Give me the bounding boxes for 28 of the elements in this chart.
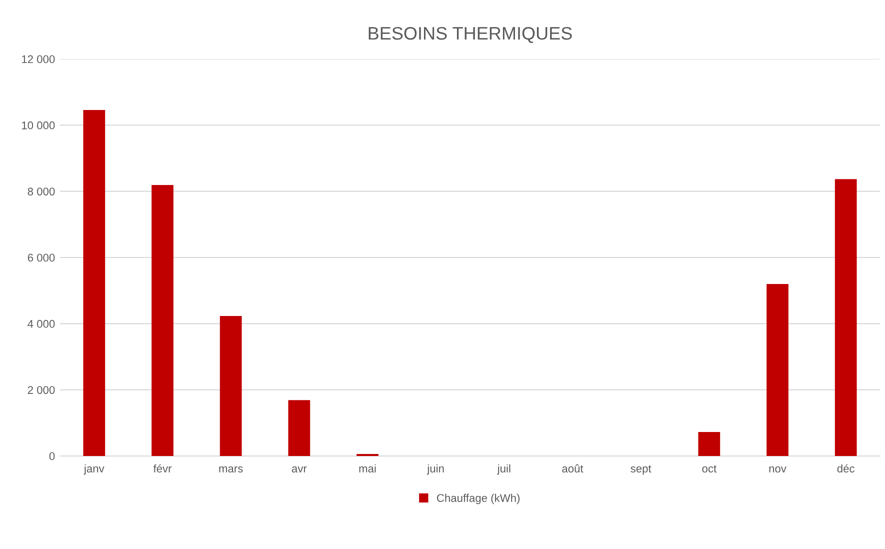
y-tick-label: 12 000 xyxy=(22,55,55,64)
x-tick-label: août xyxy=(562,464,584,472)
y-tick-label: 8 000 xyxy=(28,188,55,196)
bar xyxy=(698,432,720,456)
bar xyxy=(834,179,857,456)
bar xyxy=(288,400,310,456)
bar xyxy=(220,316,242,456)
x-tick-label: juil xyxy=(497,464,510,475)
x-tick-label: févr xyxy=(153,464,172,472)
x-tick-label: oct xyxy=(702,465,716,472)
x-tick-label: juin xyxy=(426,464,444,475)
chart-title: BESOINS THERMIQUES xyxy=(368,26,572,43)
x-tick-label: mars xyxy=(219,466,243,472)
y-tick-label: 2 000 xyxy=(28,386,55,394)
y-tick-label: 0 xyxy=(49,452,55,460)
x-tick-label: janv xyxy=(84,464,104,475)
legend-label: Chauffage (kWh) xyxy=(437,494,520,504)
x-tick-label: nov xyxy=(769,466,786,472)
x-tick-label: déc xyxy=(837,464,854,472)
x-tick-label: avr xyxy=(292,466,307,472)
bar xyxy=(152,185,174,456)
bar xyxy=(766,284,788,456)
x-tick-label: mai xyxy=(359,464,376,472)
y-tick-label: 10 000 xyxy=(22,121,55,130)
bar xyxy=(83,110,106,456)
y-tick-label: 4 000 xyxy=(28,320,55,328)
x-tick-label: sept xyxy=(630,465,652,475)
y-tick-label: 6 000 xyxy=(28,254,55,262)
